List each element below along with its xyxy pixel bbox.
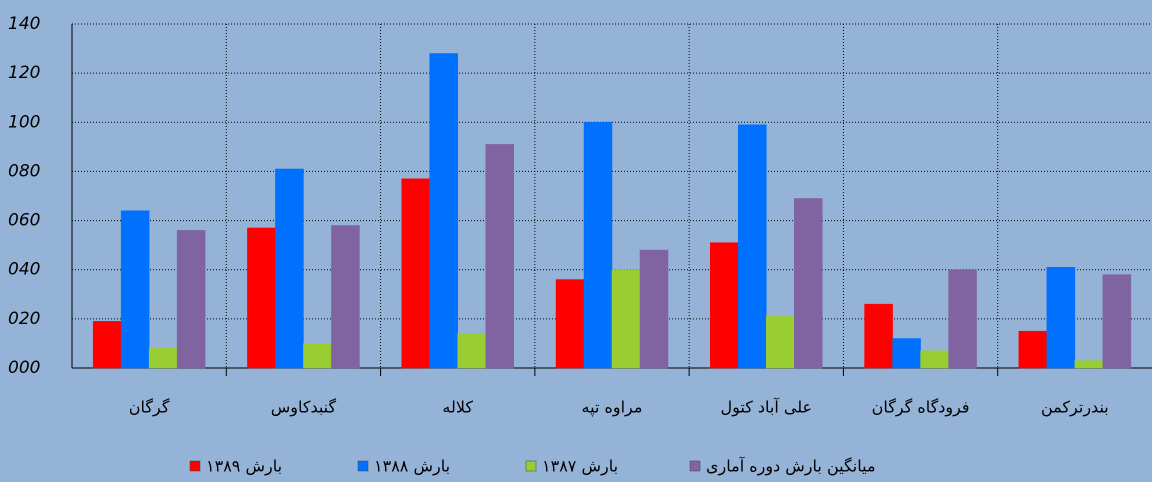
bar [738,124,767,369]
bar [710,242,739,369]
y-tick-label: 040 [8,260,40,280]
bar [485,144,514,369]
legend-swatch [189,460,201,472]
y-tick-label: 140 [8,14,40,34]
y-tick-label: 060 [8,211,40,231]
legend-label: بارش ۱۳۸۷ [542,457,618,477]
x-tick-label: فرودگاه گرگان [872,398,970,418]
legend-swatch [525,460,537,472]
bar [331,225,360,369]
bar [275,168,304,369]
x-tick-label: مراوه تپه [582,398,643,418]
bar [120,210,150,369]
bar [457,333,486,369]
bar [303,343,332,369]
y-tick-label: 000 [8,358,40,378]
x-tick-label: بندرترکمن [1041,398,1109,418]
x-tick-label: کلاله [442,398,473,417]
bar [611,269,641,369]
legend-swatch [689,460,701,472]
y-tick-label: 080 [8,161,40,181]
bar [1074,360,1104,369]
bar [639,249,669,369]
y-tick-label: 020 [8,309,40,329]
bar [892,338,921,369]
bar [1102,274,1132,369]
y-tick-label: 100 [8,112,40,132]
legend-swatch [357,460,369,472]
bar [864,303,893,369]
y-tick-label: 120 [8,63,40,83]
legend-label: بارش ۱۳۸۹ [206,457,282,477]
x-tick-label: گنبدکاوس [271,398,337,418]
bar [555,279,585,369]
bar [148,348,178,369]
bar [794,198,823,369]
legend-label: میانگین بارش دوره آماری [706,457,876,477]
bar [401,178,430,369]
bar [1018,330,1048,369]
legend-label: بارش ۱۳۸۸ [374,457,450,477]
bar [176,230,206,369]
bar [948,269,977,369]
bar [1046,267,1076,369]
bar [429,53,458,369]
x-tick-label: علی آباد کتول [720,398,812,418]
bar [920,350,949,369]
x-tick-label: گرگان [129,398,170,418]
bar [766,316,795,369]
bar [247,227,276,369]
bar [92,321,122,369]
bar [583,122,613,369]
